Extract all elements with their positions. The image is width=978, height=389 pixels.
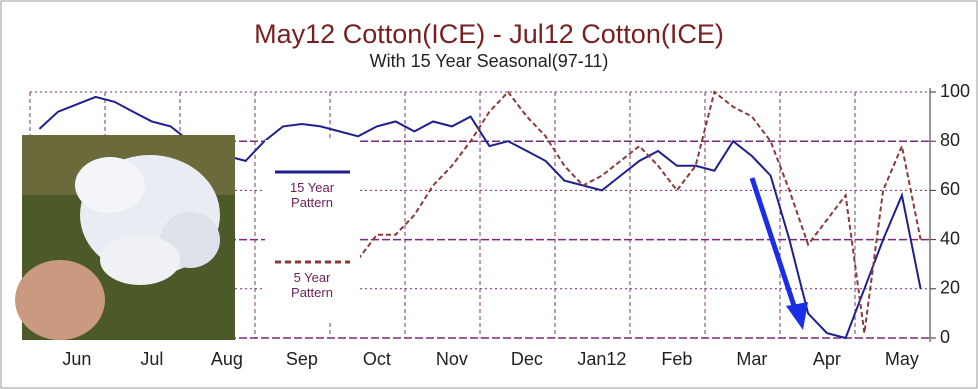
series-line bbox=[357, 90, 922, 334]
axes: 0 20 40 60 80 100 Jun Jul Aug Sep Oct Nov Dec Jan12 Fe… bbox=[62, 81, 970, 369]
x-tick-label: Dec bbox=[511, 349, 543, 369]
y-tick-label: 20 bbox=[940, 278, 960, 298]
arrow-annotation bbox=[749, 177, 808, 330]
x-tick-label: Mar bbox=[736, 349, 767, 369]
legend-label-box: 15 Year Pattern bbox=[289, 180, 335, 210]
y-tick-label: 100 bbox=[940, 81, 970, 101]
x-tick-label: Nov bbox=[436, 349, 468, 369]
x-tick-label: Oct bbox=[363, 349, 391, 369]
chart-title: May12 Cotton(ICE) - Jul12 Cotton(ICE) bbox=[254, 19, 724, 49]
x-tick-label: May bbox=[885, 349, 919, 369]
legend: 15 Year Pattern 5 Year Pattern bbox=[275, 170, 350, 300]
y-tick-label: 80 bbox=[940, 130, 960, 150]
cotton-photo bbox=[15, 135, 235, 340]
x-tick-label: Jan12 bbox=[577, 349, 626, 369]
x-tick-label: Feb bbox=[661, 349, 692, 369]
legend-label-box: 5 Year Pattern bbox=[291, 270, 333, 300]
y-tick-label: 60 bbox=[940, 179, 960, 199]
chart-subtitle: With 15 Year Seasonal(97-11) bbox=[370, 51, 609, 71]
legend-label: 15 Year Pattern bbox=[289, 180, 335, 210]
x-tick-label: Jun bbox=[62, 349, 91, 369]
x-tick-label: Aug bbox=[211, 349, 243, 369]
x-tick-label: Sep bbox=[286, 349, 318, 369]
x-tick-label: Apr bbox=[813, 349, 841, 369]
legend-box bbox=[265, 140, 360, 320]
x-tick-label: Jul bbox=[140, 349, 163, 369]
y-tick-label: 0 bbox=[940, 327, 950, 347]
y-tick-label: 40 bbox=[940, 228, 960, 248]
legend-label: 5 Year Pattern bbox=[291, 270, 333, 300]
